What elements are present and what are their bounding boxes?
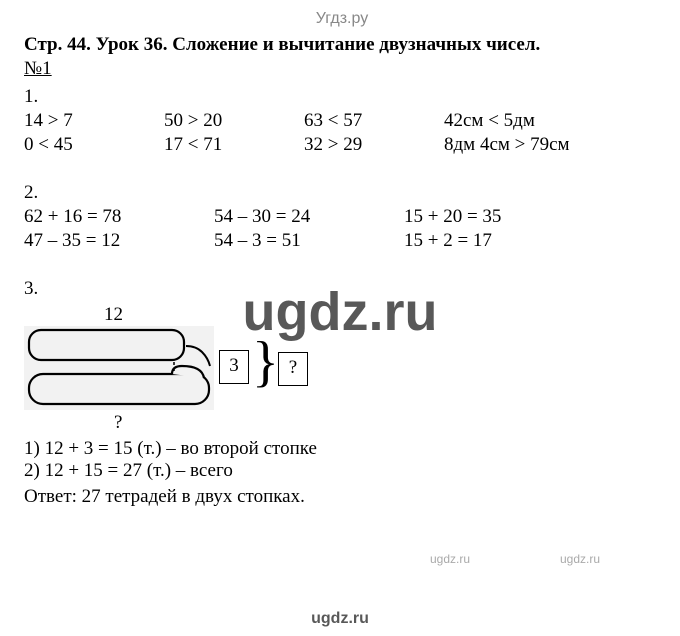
exercise-number: №1: [24, 58, 660, 80]
cmp-cell: 42см < 5дм: [444, 110, 644, 132]
cmp-cell: 63 < 57: [304, 110, 444, 132]
eq-cell: 15 + 2 = 17: [404, 230, 594, 252]
diagram-box-question: ?: [278, 352, 308, 386]
solution-line-1: 1) 12 + 3 = 15 (т.) – во второй стопке: [24, 438, 660, 460]
solution-line-2: 2) 12 + 15 = 27 (т.) – всего: [24, 460, 660, 482]
brace-icon: }: [252, 334, 279, 390]
diagram-box-3: 3: [219, 350, 249, 384]
page-title: Стр. 44. Урок 36. Сложение и вычитание д…: [24, 34, 660, 56]
watermark-small: ugdz.ru: [560, 552, 600, 566]
site-header: Угдз.ру: [24, 10, 660, 28]
cmp-cell: 0 < 45: [24, 134, 164, 156]
section-1-num: 1.: [24, 86, 660, 108]
equation-row: 62 + 16 = 78 54 – 30 = 24 15 + 20 = 35: [24, 206, 660, 228]
cmp-cell: 8дм 4см > 79см: [444, 134, 644, 156]
eq-cell: 54 – 30 = 24: [214, 206, 404, 228]
comparison-row: 14 > 7 50 > 20 63 < 57 42см < 5дм: [24, 110, 660, 132]
cmp-cell: 32 > 29: [304, 134, 444, 156]
eq-cell: 15 + 20 = 35: [404, 206, 594, 228]
eq-cell: 47 – 35 = 12: [24, 230, 214, 252]
watermark-small: ugdz.ru: [430, 552, 470, 566]
comparison-row: 0 < 45 17 < 71 32 > 29 8дм 4см > 79см: [24, 134, 660, 156]
diagram-bottom-label: ?: [114, 412, 122, 434]
cmp-cell: 50 > 20: [164, 110, 304, 132]
cmp-cell: 17 < 71: [164, 134, 304, 156]
diagram-stacks: [24, 326, 214, 410]
cmp-cell: 14 > 7: [24, 110, 164, 132]
watermark-bottom: ugdz.ru: [311, 610, 369, 628]
answer-line: Ответ: 27 тетрадей в двух стопках.: [24, 486, 660, 508]
section-3-num: 3.: [24, 278, 660, 300]
equation-row: 47 – 35 = 12 54 – 3 = 51 15 + 2 = 17: [24, 230, 660, 252]
section-2-num: 2.: [24, 182, 660, 204]
eq-cell: 62 + 16 = 78: [24, 206, 214, 228]
diagram: 12 3 } ? ?: [24, 304, 324, 434]
eq-cell: 54 – 3 = 51: [214, 230, 404, 252]
diagram-top-label: 12: [104, 304, 123, 326]
